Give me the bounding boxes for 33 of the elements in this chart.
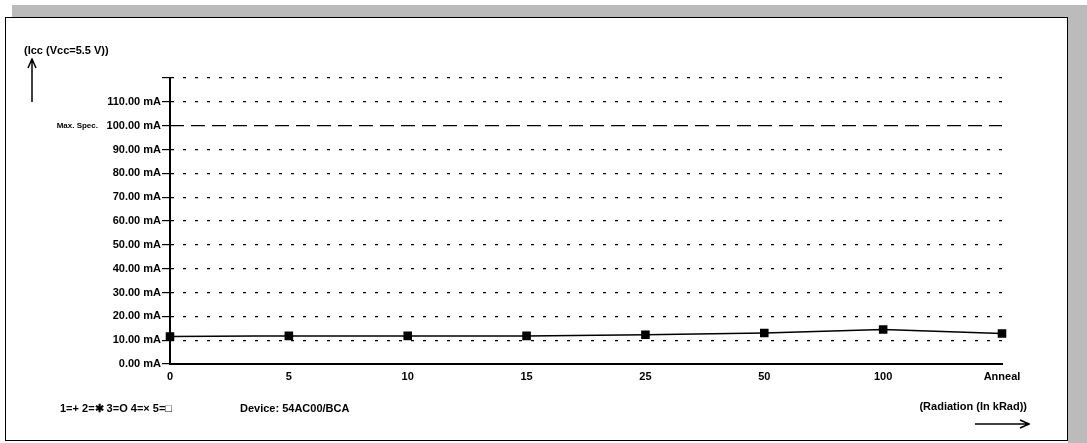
x-tick-label: Anneal [983, 369, 1021, 382]
point [878, 325, 888, 334]
y-tick-label: 80.00 mA [112, 166, 162, 179]
y-tick-label: 50.00 mA [112, 237, 162, 250]
text: 1=+ 2=✱ 3=O 4=× 5=□ [60, 402, 172, 415]
text: Device: 54AC00/BCA [240, 402, 350, 414]
point [403, 331, 412, 341]
x-tick-label: 10 [401, 369, 414, 382]
y-tick-label: 10.00 mA [112, 333, 162, 346]
x-tick-label: 50 [758, 369, 771, 382]
point [284, 331, 294, 341]
y-tick-label: 30.00 mA [112, 285, 162, 298]
x-tick-label: 0 [166, 369, 174, 382]
y-tick-label: 100.00 mA [106, 118, 162, 131]
x-tick-label: 15 [520, 369, 533, 382]
y-tick-label: 110.00 mA [107, 94, 162, 107]
y-tick-label: 70.00 mA [112, 190, 162, 203]
x-tick-label: 25 [639, 369, 652, 382]
point [760, 328, 769, 338]
y-tick-label: 20.00 mA [112, 309, 162, 322]
point [997, 329, 1007, 338]
y-axis-title: (Icc (Vcc=5.5 V)) [24, 44, 109, 56]
y-tick-label: 90.00 mA [112, 142, 162, 155]
ref-line-label: Max. Spec. [56, 120, 98, 130]
x-axis-title: (Radiation (In kRad)) [919, 400, 1027, 412]
point [641, 330, 650, 339]
y-tick-label: 0.00 mA [118, 357, 162, 370]
point [165, 332, 175, 341]
point [522, 331, 531, 341]
x-tick-label: 5 [285, 369, 292, 382]
y-tick-label: 60.00 mA [112, 214, 162, 227]
y-tick-label: 40.00 mA [112, 261, 162, 274]
x-tick-label: 100 [873, 369, 893, 382]
